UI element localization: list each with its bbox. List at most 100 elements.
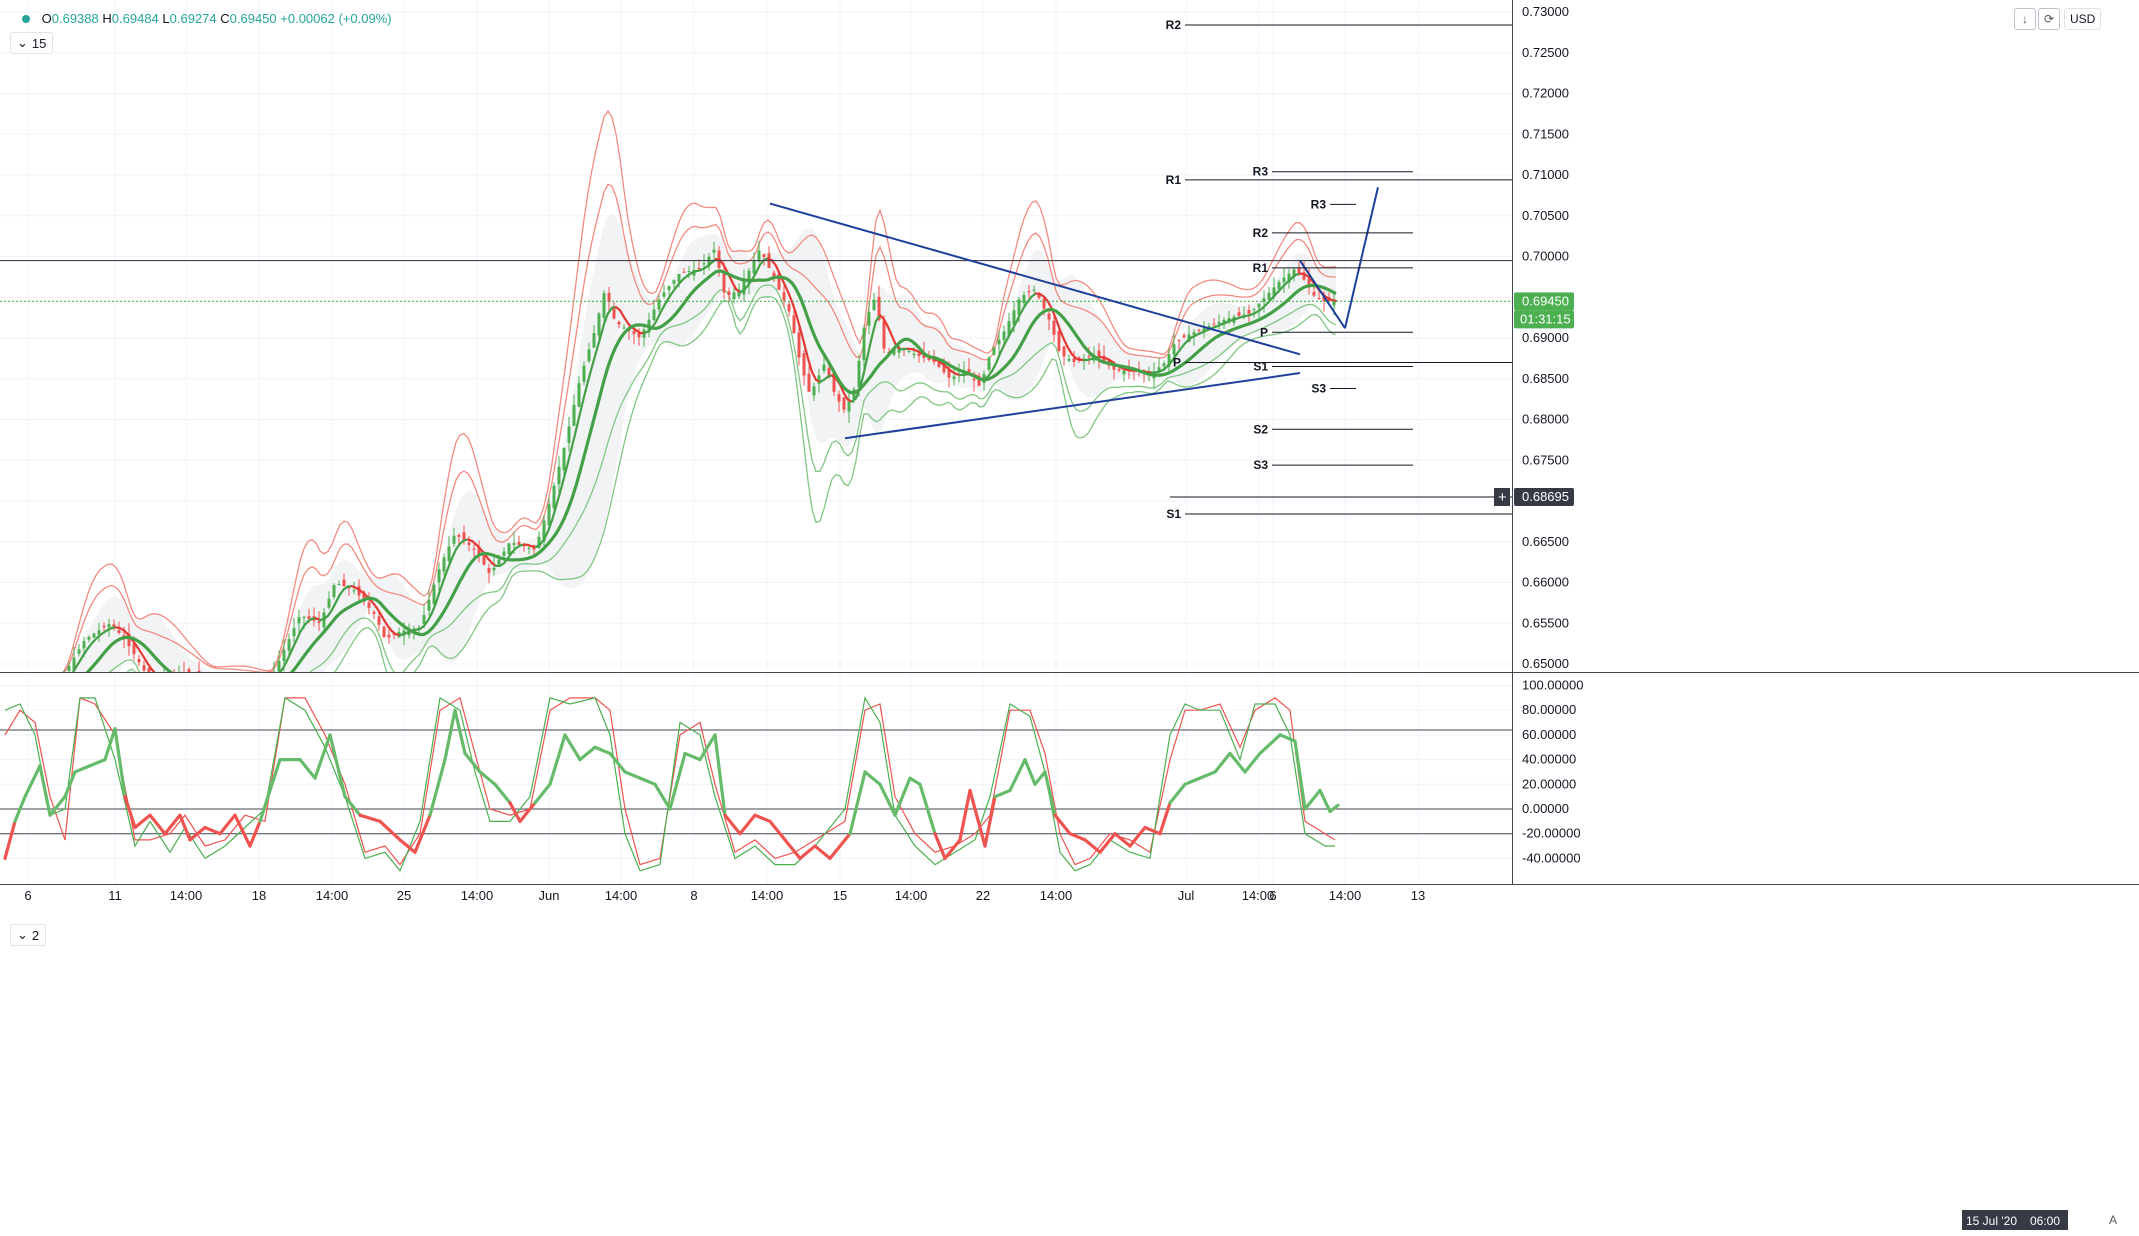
candle-body[interactable] — [1307, 278, 1311, 288]
candle-body[interactable] — [218, 680, 221, 682]
candle-body[interactable] — [228, 682, 231, 685]
candle-body[interactable] — [1267, 292, 1271, 300]
candle-body[interactable] — [8, 682, 11, 684]
candle-body[interactable] — [882, 320, 886, 349]
candle-body[interactable] — [1097, 350, 1101, 358]
candle-body[interactable] — [1197, 329, 1201, 331]
candle-body[interactable] — [532, 547, 536, 550]
candle-body[interactable] — [917, 353, 921, 356]
candle-body[interactable] — [992, 347, 996, 355]
candle-body[interactable] — [347, 587, 351, 589]
candle-body[interactable] — [193, 674, 196, 677]
candle-body[interactable] — [1032, 289, 1036, 291]
candle-body[interactable] — [1262, 298, 1266, 303]
chevron-down-icon[interactable]: ⌄ — [17, 35, 28, 50]
candle-body[interactable] — [272, 671, 276, 685]
candle-body[interactable] — [282, 649, 286, 662]
candle-body[interactable] — [827, 367, 831, 376]
candle-body[interactable] — [1012, 310, 1016, 325]
candle-body[interactable] — [297, 617, 301, 624]
candle-body[interactable] — [492, 567, 496, 571]
candle-body[interactable] — [3, 680, 6, 681]
candle-body[interactable] — [1002, 331, 1006, 340]
candle-body[interactable] — [203, 675, 206, 676]
candle-body[interactable] — [263, 681, 266, 682]
candle-body[interactable] — [472, 548, 476, 550]
candle-body[interactable] — [337, 584, 341, 586]
candle-body[interactable] — [372, 611, 376, 614]
candle-body[interactable] — [327, 598, 331, 608]
candle-body[interactable] — [872, 299, 876, 311]
candle-body[interactable] — [462, 532, 466, 541]
candle-body[interactable] — [977, 375, 981, 386]
candle-body[interactable] — [787, 304, 791, 312]
candle-body[interactable] — [832, 372, 836, 392]
candle-body[interactable] — [677, 274, 681, 283]
candle-body[interactable] — [742, 280, 746, 295]
candle-body[interactable] — [342, 579, 346, 587]
candle-body[interactable] — [1302, 272, 1306, 280]
candle-body[interactable] — [1297, 268, 1301, 274]
candle-body[interactable] — [127, 633, 131, 647]
candle-body[interactable] — [1162, 363, 1166, 367]
candle-body[interactable] — [208, 676, 211, 677]
candle-body[interactable] — [142, 665, 146, 671]
candle-body[interactable] — [737, 289, 741, 297]
candle-body[interactable] — [1047, 313, 1051, 320]
candle-body[interactable] — [517, 541, 521, 545]
candle-body[interactable] — [1252, 309, 1256, 311]
candle-body[interactable] — [467, 542, 471, 546]
candle-body[interactable] — [163, 677, 166, 679]
candle-body[interactable] — [58, 682, 61, 684]
candle-body[interactable] — [997, 339, 1001, 345]
candle-body[interactable] — [877, 296, 881, 321]
candle-body[interactable] — [587, 349, 591, 362]
candle-body[interactable] — [672, 280, 676, 284]
candle-body[interactable] — [1212, 323, 1216, 325]
trendline[interactable] — [1299, 260, 1346, 329]
candle-body[interactable] — [377, 616, 381, 625]
auto-scale-button[interactable]: A — [2109, 1213, 2118, 1227]
candle-body[interactable] — [807, 373, 811, 392]
candle-body[interactable] — [567, 426, 571, 443]
candle-body[interactable] — [662, 292, 666, 297]
candle-body[interactable] — [797, 332, 801, 358]
candle-body[interactable] — [317, 621, 321, 623]
candle-body[interactable] — [1312, 292, 1316, 296]
candle-body[interactable] — [572, 404, 576, 426]
candle-body[interactable] — [1287, 273, 1291, 283]
candle-body[interactable] — [178, 674, 181, 679]
candle-body[interactable] — [387, 634, 391, 638]
candle-body[interactable] — [842, 397, 846, 410]
candle-body[interactable] — [287, 639, 291, 651]
currency-button[interactable]: USD — [2064, 8, 2102, 30]
candle-body[interactable] — [182, 671, 186, 673]
candle-body[interactable] — [942, 365, 946, 373]
candle-body[interactable] — [1027, 291, 1031, 293]
candle-body[interactable] — [82, 641, 86, 649]
candle-body[interactable] — [23, 682, 26, 684]
candle-body[interactable] — [697, 267, 701, 269]
candle-body[interactable] — [233, 683, 236, 687]
candle-body[interactable] — [592, 333, 596, 348]
candle-body[interactable] — [972, 378, 976, 381]
plus-icon[interactable] — [1494, 488, 1510, 506]
candle-body[interactable] — [1182, 335, 1186, 338]
candle-body[interactable] — [18, 683, 21, 684]
oscillator-pane[interactable] — [0, 696, 1512, 872]
candle-body[interactable] — [243, 682, 246, 684]
arrow-down-icon[interactable]: ↓ — [2014, 8, 2036, 30]
candle-body[interactable] — [442, 557, 446, 572]
oscillator-plot[interactable] — [0, 696, 1512, 872]
candle-body[interactable] — [112, 624, 116, 628]
candle-body[interactable] — [1122, 370, 1126, 375]
candle-body[interactable] — [497, 559, 501, 565]
candle-body[interactable] — [617, 321, 621, 325]
candle-body[interactable] — [432, 584, 436, 604]
candle-body[interactable] — [687, 270, 691, 273]
candle-body[interactable] — [72, 657, 76, 670]
candle-body[interactable] — [77, 649, 81, 654]
candle-body[interactable] — [702, 263, 706, 265]
candle-body[interactable] — [63, 674, 66, 682]
candle-body[interactable] — [612, 306, 616, 319]
